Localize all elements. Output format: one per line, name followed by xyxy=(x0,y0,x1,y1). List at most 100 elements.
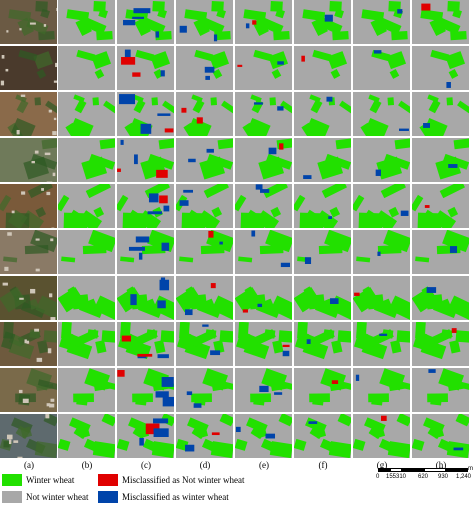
satellite-image xyxy=(0,138,57,182)
winter-wheat-region xyxy=(194,49,214,62)
misclassified-region xyxy=(274,392,283,395)
misclassified-region xyxy=(257,303,263,308)
classification-map xyxy=(58,184,115,228)
winter-wheat-region xyxy=(353,194,365,212)
building-speck xyxy=(8,439,12,445)
misclassified-region xyxy=(186,391,193,396)
winter-wheat-region xyxy=(415,441,422,448)
classification-map-tile xyxy=(176,184,233,228)
winter-wheat-region xyxy=(99,138,115,150)
building-speck xyxy=(52,131,57,136)
misclassified-region xyxy=(423,123,430,128)
winter-wheat-region xyxy=(398,100,410,117)
classification-map-tile xyxy=(176,322,233,366)
classification-map-tile xyxy=(353,368,410,412)
misclassified-region xyxy=(163,205,170,212)
misclassified-region xyxy=(265,433,276,439)
field-patch xyxy=(3,256,18,263)
building-speck xyxy=(1,55,5,59)
winter-wheat-region xyxy=(258,156,285,180)
misclassified-region xyxy=(324,14,333,22)
classification-map xyxy=(235,138,292,182)
classification-map-tile xyxy=(58,230,115,274)
legend-label-winter-wheat: Winter wheat xyxy=(26,475,75,485)
misclassified-region xyxy=(268,147,277,155)
classification-map xyxy=(176,230,233,274)
field-patch xyxy=(20,426,33,439)
winter-wheat-region xyxy=(329,0,342,12)
winter-wheat-region xyxy=(369,99,382,114)
winter-wheat-region xyxy=(439,184,465,199)
winter-wheat-region xyxy=(253,49,273,62)
classification-map-tile xyxy=(235,276,292,320)
classification-map xyxy=(117,276,174,320)
misclassified-region xyxy=(355,374,360,381)
winter-wheat-region xyxy=(219,330,233,343)
misclassified-region xyxy=(219,241,223,245)
winter-wheat-region xyxy=(93,206,105,218)
winter-wheat-region xyxy=(211,206,223,218)
field-patch xyxy=(18,49,38,62)
col-label-g: (g) xyxy=(376,460,388,470)
scale-tick-620: 620 xyxy=(418,474,429,480)
misclassified-region xyxy=(156,169,168,178)
misclassified-region xyxy=(400,210,409,216)
winter-wheat-region xyxy=(356,441,363,448)
winter-wheat-region xyxy=(150,51,171,70)
winter-wheat-region xyxy=(92,441,115,458)
winter-wheat-region xyxy=(152,0,165,12)
winter-wheat-region xyxy=(442,230,469,253)
satellite-image xyxy=(0,0,57,44)
misclassified-region xyxy=(188,158,196,163)
misclassified-region xyxy=(179,200,189,206)
misclassified-region xyxy=(301,55,305,62)
misclassified-region xyxy=(124,49,131,59)
legend-swatch-misclassified-as xyxy=(98,491,118,503)
legend-swatch-winter-wheat xyxy=(2,474,22,486)
misclassified-region xyxy=(237,64,243,67)
classification-map-tile xyxy=(58,322,115,366)
winter-wheat-region xyxy=(323,329,335,339)
winter-wheat-region xyxy=(92,97,100,106)
classification-map-tile xyxy=(294,276,351,320)
classification-map-tile xyxy=(294,92,351,136)
classification-map-tile xyxy=(117,138,174,182)
misclassified-region xyxy=(208,230,214,238)
winter-wheat-region xyxy=(101,330,115,343)
field-patch xyxy=(37,340,49,354)
misclassified-region xyxy=(235,426,241,433)
classification-map xyxy=(58,46,115,90)
misclassified-region xyxy=(184,309,193,316)
winter-wheat-region xyxy=(238,256,253,263)
scale-unit: m xyxy=(468,466,473,472)
satellite-image-tile xyxy=(0,0,57,44)
winter-wheat-region xyxy=(337,414,351,427)
misclassified-region xyxy=(397,9,403,14)
field-patch xyxy=(7,209,28,228)
winter-wheat-region xyxy=(203,184,229,199)
misclassified-region xyxy=(185,444,195,452)
winter-wheat-region xyxy=(379,17,402,35)
classification-map xyxy=(353,276,410,320)
col-label-b: (b) xyxy=(81,460,93,470)
winter-wheat-region xyxy=(193,17,210,37)
classification-map xyxy=(58,230,115,274)
field-patch xyxy=(26,17,49,35)
winter-wheat-region xyxy=(388,295,410,320)
winter-wheat-region xyxy=(435,156,462,180)
classification-map-tile xyxy=(353,414,410,458)
winter-wheat-region xyxy=(387,97,395,106)
scale-seg-4 xyxy=(424,468,446,472)
classification-map xyxy=(58,138,115,182)
winter-wheat-region xyxy=(339,100,351,117)
field-patch xyxy=(17,17,34,37)
winter-wheat-region xyxy=(243,9,267,22)
building-speck xyxy=(56,7,57,11)
winter-wheat-region xyxy=(370,17,387,37)
building-speck xyxy=(0,80,5,86)
classification-map-tile xyxy=(58,92,115,136)
misclassified-region xyxy=(373,50,382,54)
classification-map-tile xyxy=(58,184,115,228)
winter-wheat-region xyxy=(65,209,86,228)
field-patch xyxy=(30,230,57,253)
